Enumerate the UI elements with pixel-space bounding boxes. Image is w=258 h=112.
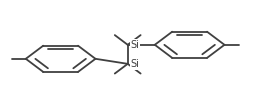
Text: Si: Si (131, 40, 139, 50)
Text: Si: Si (131, 59, 139, 69)
